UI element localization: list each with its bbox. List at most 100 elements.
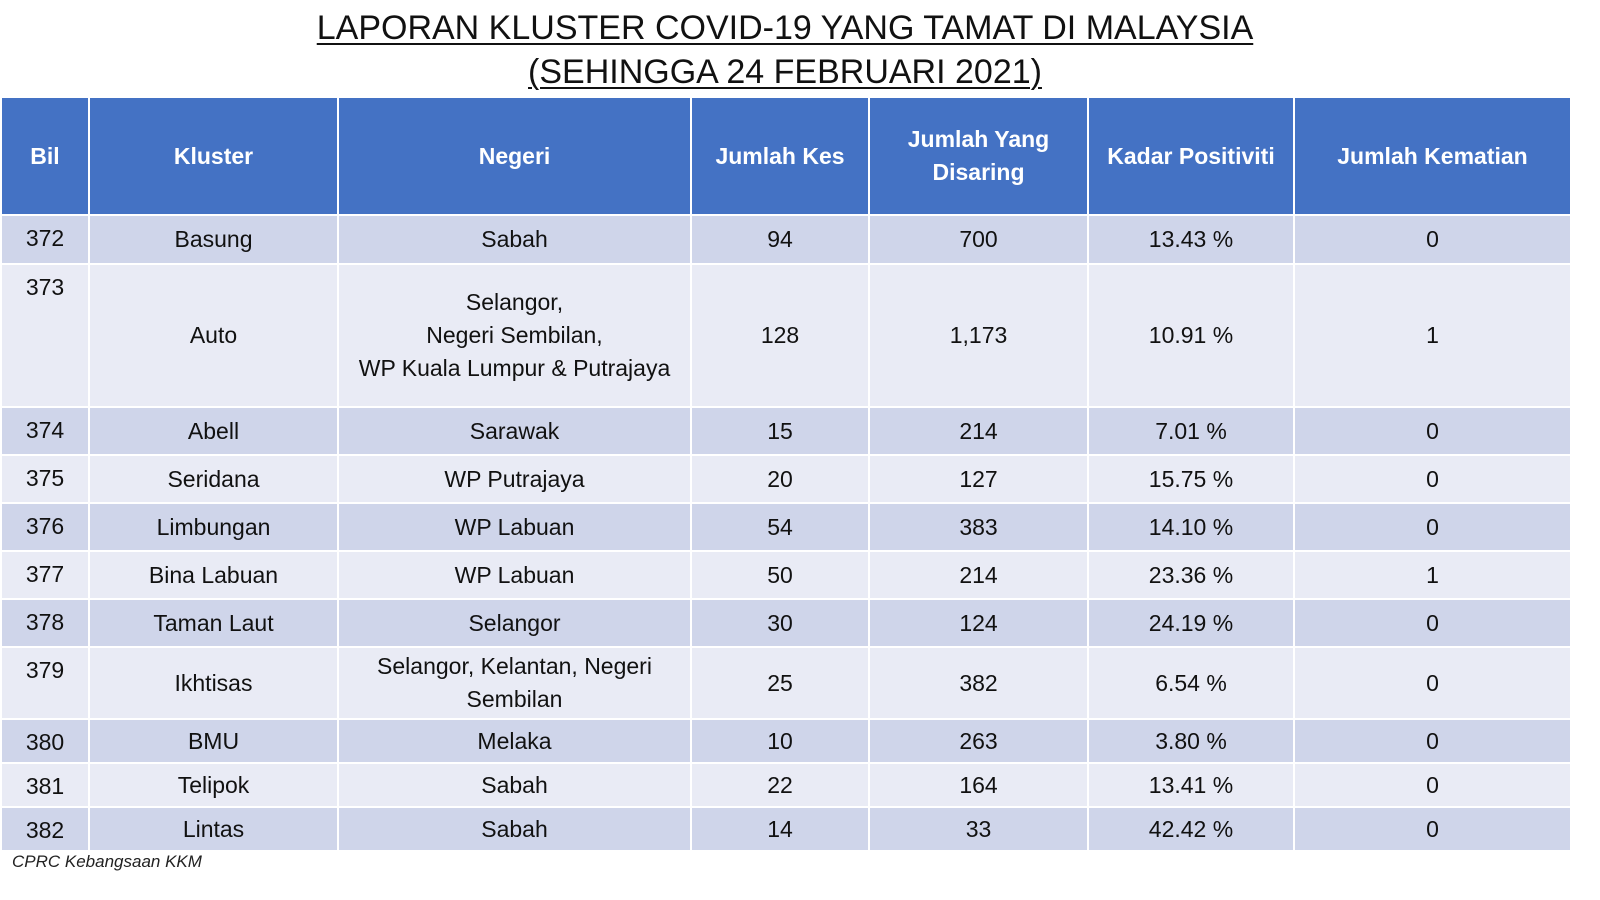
cell-bil: 378 bbox=[0, 598, 90, 648]
cell-negeri: Selangor, Kelantan, Negeri Sembilan bbox=[337, 646, 692, 720]
header-jumlah-kematian: Jumlah Kematian bbox=[1293, 96, 1572, 216]
cell-kadar-positiviti: 6.54 % bbox=[1087, 646, 1295, 720]
cell-jumlah-kes: 50 bbox=[690, 550, 870, 600]
report-title: LAPORAN KLUSTER COVID-19 YANG TAMAT DI M… bbox=[0, 6, 1570, 94]
cell-bil: 377 bbox=[0, 550, 90, 600]
cell-kadar-positiviti: 42.42 % bbox=[1087, 806, 1295, 852]
cell-jumlah-disaring: 700 bbox=[868, 214, 1089, 265]
cell-jumlah-kes: 54 bbox=[690, 502, 870, 552]
cell-negeri: Selangor bbox=[337, 598, 692, 648]
cell-jumlah-disaring: 214 bbox=[868, 550, 1089, 600]
table-body: 372 Basung Sabah 94 700 13.43 % 0 373 Auto Selang… bbox=[0, 214, 1572, 852]
cell-kluster: Basung bbox=[88, 214, 339, 265]
cell-jumlah-disaring: 164 bbox=[868, 762, 1089, 808]
cell-jumlah-kematian: 0 bbox=[1293, 454, 1572, 504]
table-row: 382 Lintas Sabah 14 33 42.42 % 0 bbox=[0, 806, 1572, 852]
cell-jumlah-kes: 20 bbox=[690, 454, 870, 504]
cell-negeri: Melaka bbox=[337, 718, 692, 764]
cell-jumlah-kematian: 0 bbox=[1293, 406, 1572, 456]
title-line-1: LAPORAN KLUSTER COVID-19 YANG TAMAT DI M… bbox=[316, 9, 1254, 47]
cell-jumlah-disaring: 124 bbox=[868, 598, 1089, 648]
cell-jumlah-kes: 128 bbox=[690, 263, 870, 408]
cell-jumlah-kematian: 0 bbox=[1293, 762, 1572, 808]
cell-jumlah-kes: 94 bbox=[690, 214, 870, 265]
cell-kluster: Ikhtisas bbox=[88, 646, 339, 720]
cell-jumlah-kematian: 0 bbox=[1293, 646, 1572, 720]
cell-jumlah-kematian: 0 bbox=[1293, 598, 1572, 648]
table-row: 375 Seridana WP Putrajaya 20 127 15.75 % 0 bbox=[0, 454, 1572, 504]
header-jumlah-disaring: Jumlah Yang Disaring bbox=[868, 96, 1089, 216]
cell-jumlah-kematian: 0 bbox=[1293, 502, 1572, 552]
cell-jumlah-kematian: 1 bbox=[1293, 263, 1572, 408]
cell-kadar-positiviti: 3.80 % bbox=[1087, 718, 1295, 764]
table-row: 381 Telipok Sabah 22 164 13.41 % 0 bbox=[0, 762, 1572, 808]
cell-kluster: Abell bbox=[88, 406, 339, 456]
cell-bil: 382 bbox=[0, 806, 90, 852]
cell-jumlah-kematian: 0 bbox=[1293, 718, 1572, 764]
cell-kadar-positiviti: 15.75 % bbox=[1087, 454, 1295, 504]
header-kadar-positiviti: Kadar Positiviti bbox=[1087, 96, 1295, 216]
cluster-table: Bil Kluster Negeri Jumlah Kes Jumlah Yan… bbox=[0, 96, 1572, 852]
cell-kadar-positiviti: 7.01 % bbox=[1087, 406, 1295, 456]
table-header-row: Bil Kluster Negeri Jumlah Kes Jumlah Yan… bbox=[0, 96, 1572, 216]
cell-bil: 374 bbox=[0, 406, 90, 456]
cell-kadar-positiviti: 23.36 % bbox=[1087, 550, 1295, 600]
header-negeri: Negeri bbox=[337, 96, 692, 216]
header-jumlah-kes: Jumlah Kes bbox=[690, 96, 870, 216]
cell-bil: 379 bbox=[0, 646, 90, 720]
cell-jumlah-disaring: 214 bbox=[868, 406, 1089, 456]
cell-jumlah-kes: 14 bbox=[690, 806, 870, 852]
source-note: CPRC Kebangsaan KKM bbox=[12, 852, 202, 871]
cell-kluster: Lintas bbox=[88, 806, 339, 852]
cell-kluster: Limbungan bbox=[88, 502, 339, 552]
cell-negeri: Sarawak bbox=[337, 406, 692, 456]
cell-negeri: Sabah bbox=[337, 806, 692, 852]
cell-jumlah-kematian: 0 bbox=[1293, 214, 1572, 265]
table-row: 377 Bina Labuan WP Labuan 50 214 23.36 % 1 bbox=[0, 550, 1572, 600]
table-row: 376 Limbungan WP Labuan 54 383 14.10 % 0 bbox=[0, 502, 1572, 552]
cell-kluster: Seridana bbox=[88, 454, 339, 504]
cell-bil: 380 bbox=[0, 718, 90, 764]
cell-kluster: Bina Labuan bbox=[88, 550, 339, 600]
cell-negeri: WP Labuan bbox=[337, 502, 692, 552]
cell-negeri: Sabah bbox=[337, 214, 692, 265]
cell-kadar-positiviti: 14.10 % bbox=[1087, 502, 1295, 552]
cell-kluster: Telipok bbox=[88, 762, 339, 808]
cell-jumlah-disaring: 383 bbox=[868, 502, 1089, 552]
table-row: 374 Abell Sarawak 15 214 7.01 % 0 bbox=[0, 406, 1572, 456]
cell-jumlah-kes: 10 bbox=[690, 718, 870, 764]
cell-jumlah-kematian: 0 bbox=[1293, 806, 1572, 852]
cell-bil: 376 bbox=[0, 502, 90, 552]
table-row: 372 Basung Sabah 94 700 13.43 % 0 bbox=[0, 214, 1572, 265]
cell-kluster: BMU bbox=[88, 718, 339, 764]
table-row: 373 Auto Selangor, Negeri Sembilan, WP Kua… bbox=[0, 263, 1572, 408]
header-kluster: Kluster bbox=[88, 96, 339, 216]
cell-kadar-positiviti: 13.41 % bbox=[1087, 762, 1295, 808]
cell-bil: 372 bbox=[0, 214, 90, 265]
cell-bil: 381 bbox=[0, 762, 90, 808]
cell-jumlah-disaring: 1,173 bbox=[868, 263, 1089, 408]
title-line-2: (SEHINGGA 24 FEBRUARI 2021) bbox=[528, 53, 1042, 91]
table-row: 378 Taman Laut Selangor 30 124 24.19 % 0 bbox=[0, 598, 1572, 648]
cell-jumlah-kes: 15 bbox=[690, 406, 870, 456]
cell-bil: 375 bbox=[0, 454, 90, 504]
cell-negeri: WP Labuan bbox=[337, 550, 692, 600]
cell-jumlah-disaring: 263 bbox=[868, 718, 1089, 764]
cell-kluster: Auto bbox=[88, 263, 339, 408]
cell-bil: 373 bbox=[0, 263, 90, 408]
table-row: 380 BMU Melaka 10 263 3.80 % 0 bbox=[0, 718, 1572, 764]
header-bil: Bil bbox=[0, 96, 90, 216]
cell-kluster: Taman Laut bbox=[88, 598, 339, 648]
table-row: 379 Ikhtisas Selangor, Kelantan, Negeri Se… bbox=[0, 646, 1572, 720]
cell-jumlah-kes: 22 bbox=[690, 762, 870, 808]
cell-kadar-positiviti: 13.43 % bbox=[1087, 214, 1295, 265]
cell-kadar-positiviti: 10.91 % bbox=[1087, 263, 1295, 408]
cell-jumlah-kematian: 1 bbox=[1293, 550, 1572, 600]
cell-negeri: Selangor, Negeri Sembilan, WP Kuala Lump… bbox=[337, 263, 692, 408]
cell-negeri: Sabah bbox=[337, 762, 692, 808]
cell-jumlah-disaring: 33 bbox=[868, 806, 1089, 852]
cell-jumlah-disaring: 127 bbox=[868, 454, 1089, 504]
cell-jumlah-disaring: 382 bbox=[868, 646, 1089, 720]
cell-jumlah-kes: 25 bbox=[690, 646, 870, 720]
